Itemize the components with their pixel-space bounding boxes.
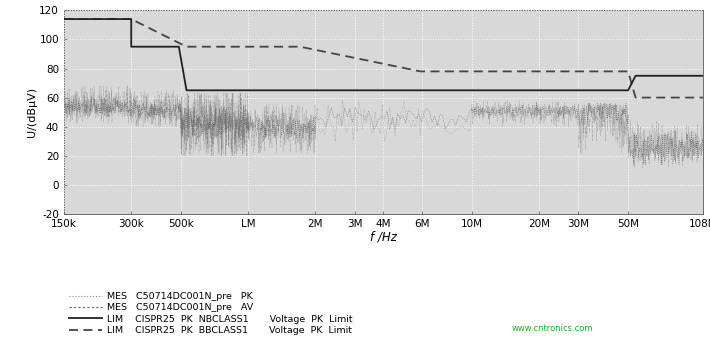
Legend: MES   C50714DC001N_pre   PK, MES   C50714DC001N_pre   AV, LIM    CISPR25  PK  NB: MES C50714DC001N_pre PK, MES C50714DC001… (69, 292, 353, 335)
Text: www.cntronics.com: www.cntronics.com (511, 324, 593, 333)
Y-axis label: U/(dBμV): U/(dBμV) (26, 87, 36, 137)
X-axis label: f /Hz: f /Hz (370, 230, 397, 243)
